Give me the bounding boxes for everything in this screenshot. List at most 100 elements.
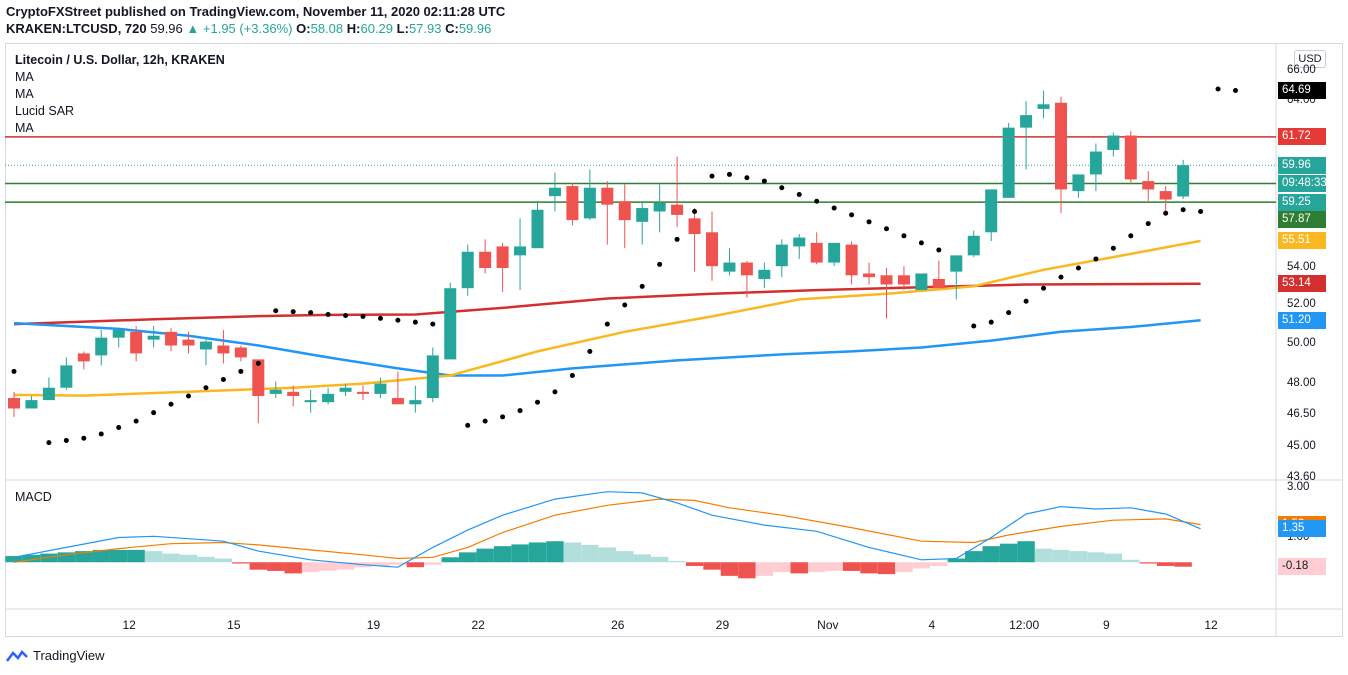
price-tag: 61.72 (1278, 128, 1326, 146)
time-axis-label: 15 (227, 618, 241, 632)
chart-frame (5, 43, 1343, 637)
sar-dot (657, 261, 663, 267)
candle-body (1177, 165, 1190, 197)
sar-dot (1093, 256, 1099, 262)
legend-ma-2[interactable]: MA (15, 87, 34, 101)
sar-dot (517, 408, 523, 414)
legend-ma-1[interactable]: MA (15, 70, 34, 84)
time-axis-label: Nov (817, 618, 839, 632)
candle-body (1002, 127, 1015, 198)
macd-hist-bar (40, 553, 58, 563)
macd-hist-bar (668, 561, 686, 563)
ma-mid-line (13, 319, 1201, 377)
macd-hist-bar (528, 542, 547, 563)
macd-axis-label: 3.00 (1287, 481, 1310, 493)
macd-hist-bar (720, 562, 739, 576)
sar-dot (1110, 245, 1116, 251)
sar-dot (779, 185, 785, 191)
sar-dot (63, 437, 69, 443)
candle-body (740, 262, 753, 276)
time-axis-label: 29 (715, 618, 730, 632)
candle-body (566, 186, 579, 221)
ohlc-bar: KRAKEN:LTCUSD, 720 59.96 ▲ +1.95 (+3.36%… (6, 21, 491, 36)
price-tag: 64.69 (1278, 82, 1326, 100)
candle-body (723, 262, 736, 272)
candle-body (8, 398, 20, 409)
candle-body (1072, 174, 1085, 192)
sar-dot (1006, 310, 1012, 316)
sar-dot (1041, 285, 1047, 291)
macd-hist-bar (144, 551, 163, 563)
candle-body (444, 288, 457, 360)
macd-hist-bar (877, 562, 896, 575)
price-tag: 59.25 (1278, 193, 1326, 211)
legend-lucid-sar[interactable]: Lucid SAR (15, 104, 75, 118)
candle-body (1089, 151, 1102, 175)
macd-hist-bar (808, 562, 826, 573)
legend-ma-3[interactable]: MA (15, 121, 34, 135)
macd-tag: -0.18 (1278, 558, 1326, 576)
high-value: 60.29 (360, 21, 394, 36)
price-axis-label: 43.60 (1287, 471, 1316, 483)
sar-dot (831, 205, 837, 211)
sar-dot (622, 302, 628, 308)
currency-button[interactable]: USD (1294, 50, 1326, 68)
sar-dot (604, 321, 610, 327)
close-label: C: (445, 21, 459, 36)
candle-body (409, 400, 422, 405)
sar-dot (814, 198, 820, 204)
low-value: 57.93 (408, 21, 442, 36)
sar-dot (936, 247, 942, 253)
candle-body (217, 345, 230, 354)
macd-hist-bar (825, 562, 843, 571)
sar-dot (761, 178, 767, 184)
price-axis-label: 66.00 (1287, 64, 1316, 76)
candle-body (845, 244, 858, 276)
candle-body (199, 341, 212, 350)
sar-dot (343, 312, 349, 318)
sar-dot (98, 431, 104, 437)
macd-hist-bar (92, 549, 110, 563)
sar-dot (971, 323, 977, 329)
macd-hist-bar (1104, 553, 1123, 563)
macd-hist-bar (5, 556, 23, 563)
candle-body (793, 237, 806, 247)
sar-dot (988, 319, 994, 325)
candle-body (496, 246, 509, 268)
macd-hist-bar (947, 558, 965, 563)
candle-body (304, 400, 317, 403)
candle-body (374, 383, 387, 394)
macd-hist-bar (912, 562, 931, 569)
ma-slow-line (13, 282, 1201, 326)
tradingview-logo[interactable]: TradingView (6, 648, 105, 663)
macd-hist-bar (546, 541, 564, 563)
macd-line (13, 491, 1201, 568)
sar-dot (796, 191, 802, 197)
price-axis-label: 54.00 (1287, 260, 1316, 273)
candle-body (671, 204, 684, 215)
price-tag: 09:48:33 (1278, 175, 1327, 193)
macd-hist-bar (1122, 559, 1140, 563)
macd-hist-bar (738, 562, 756, 579)
price-tag: 51.20 (1278, 311, 1326, 329)
candle-body (514, 246, 527, 256)
low-label: L: (396, 21, 409, 36)
sar-dot (133, 418, 139, 424)
sar-dot (430, 321, 436, 327)
macd-hist-bar (930, 562, 948, 566)
candle-body (1124, 135, 1137, 180)
macd-hist-bar (22, 554, 41, 563)
macd-hist-bar (650, 556, 669, 563)
sar-dot (395, 317, 401, 323)
time-axis-label: 4 (928, 618, 936, 632)
price-tag: 53.14 (1278, 275, 1326, 293)
symbol-label: KRAKEN:LTCUSD, 720 (6, 21, 147, 36)
sar-dot (866, 219, 872, 225)
candle-body (95, 337, 108, 356)
macd-hist-bar (755, 562, 774, 576)
macd-legend[interactable]: MACD (15, 490, 52, 504)
candle-body (130, 331, 143, 354)
macd-hist-bar (842, 562, 861, 571)
candle-body (897, 275, 910, 285)
